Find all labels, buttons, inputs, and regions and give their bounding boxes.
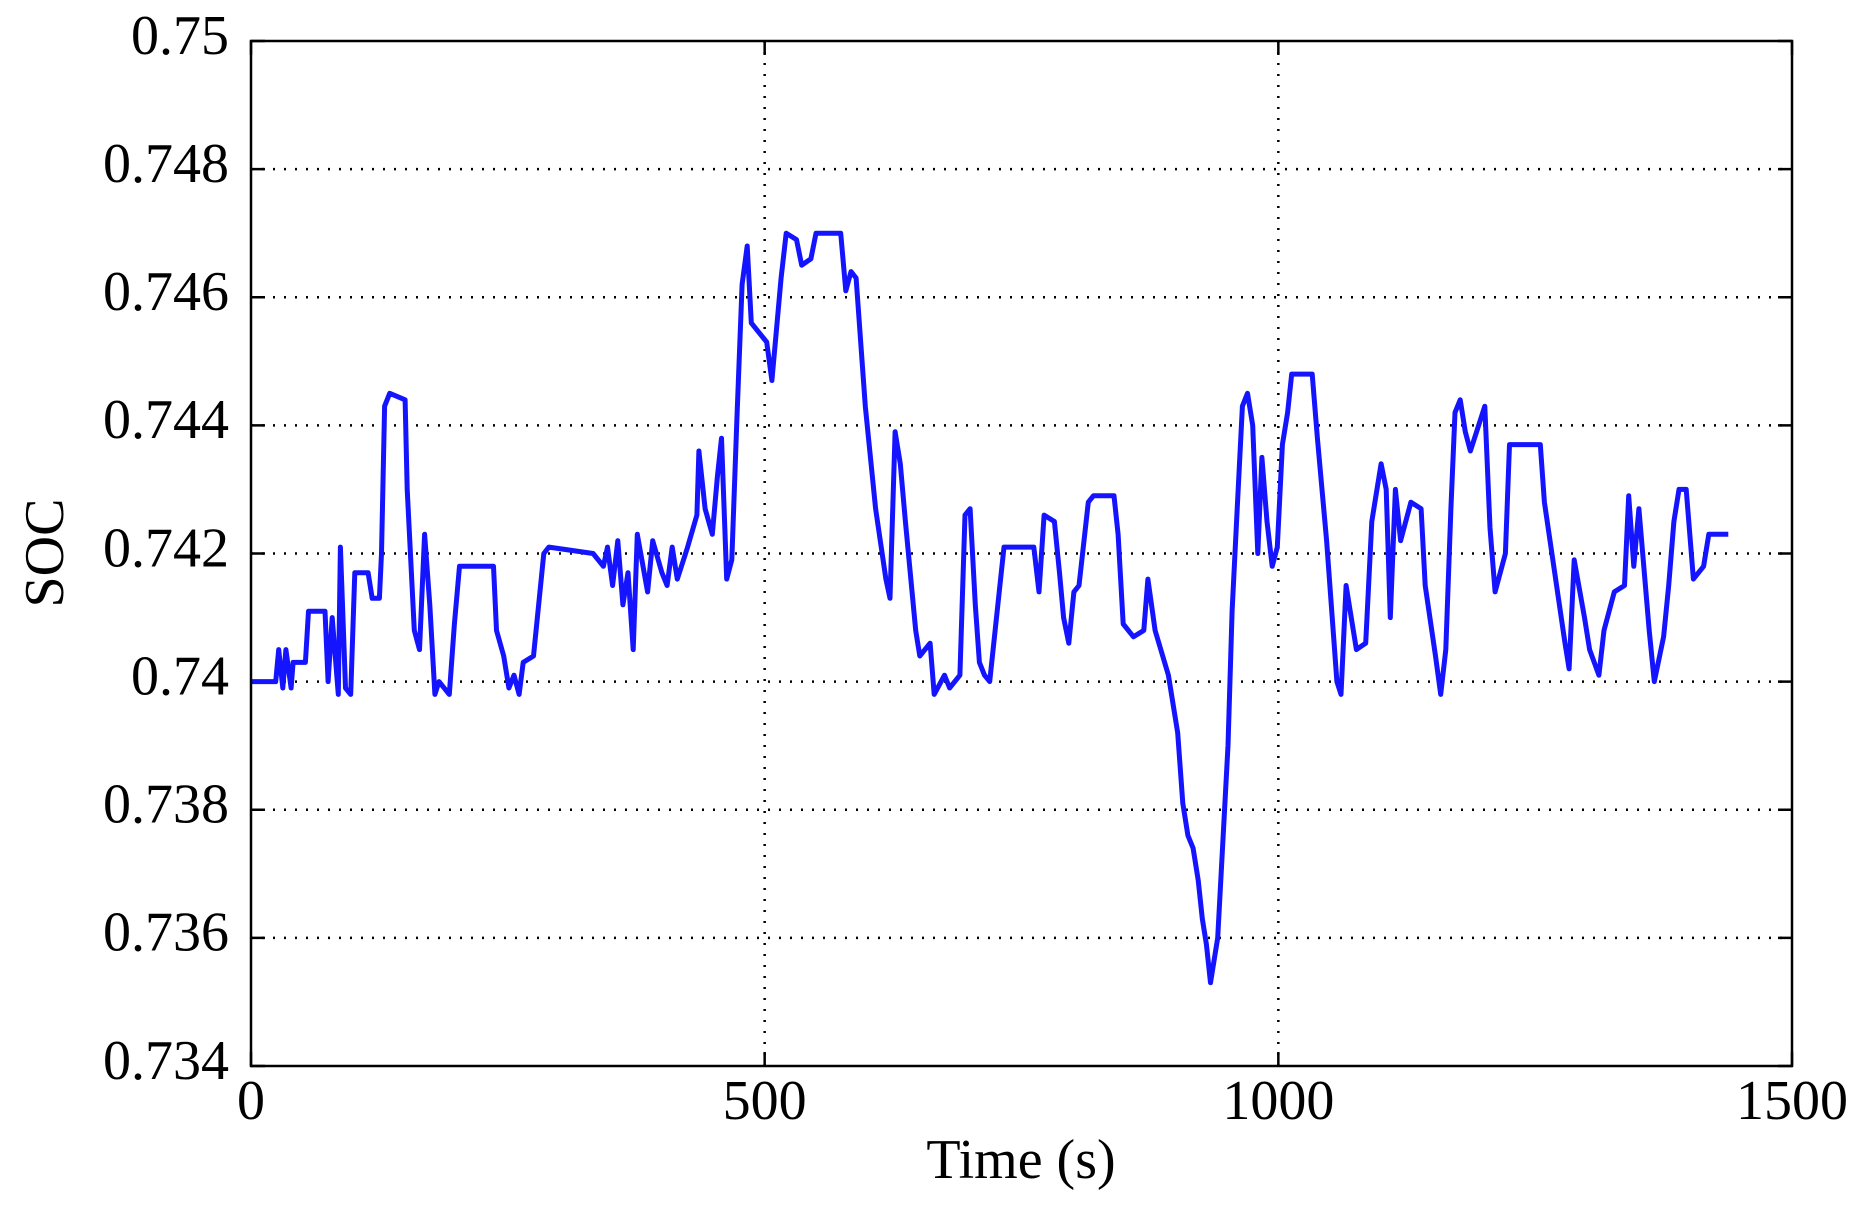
x-tick-label: 500: [723, 1070, 807, 1132]
y-tick-label: 0.742: [103, 517, 229, 579]
y-tick-label: 0.746: [103, 261, 229, 323]
y-tick-label: 0.736: [103, 902, 229, 964]
x-axis-label: Time (s): [926, 1129, 1115, 1191]
x-tick-label: 1000: [1222, 1070, 1334, 1132]
x-tick-label: 1500: [1736, 1070, 1848, 1132]
x-tick-label: 0: [237, 1070, 265, 1132]
y-tick-label: 0.734: [103, 1030, 229, 1092]
y-tick-label: 0.744: [103, 389, 229, 451]
y-tick-label: 0.75: [131, 5, 229, 67]
y-axis-label: SOC: [14, 499, 76, 608]
plot-frame: [249, 39, 1794, 1068]
y-tick-label: 0.74: [131, 645, 229, 707]
data-line: [251, 230, 1729, 986]
y-tick-label: 0.748: [103, 133, 229, 195]
y-tick-label: 0.738: [103, 774, 229, 836]
